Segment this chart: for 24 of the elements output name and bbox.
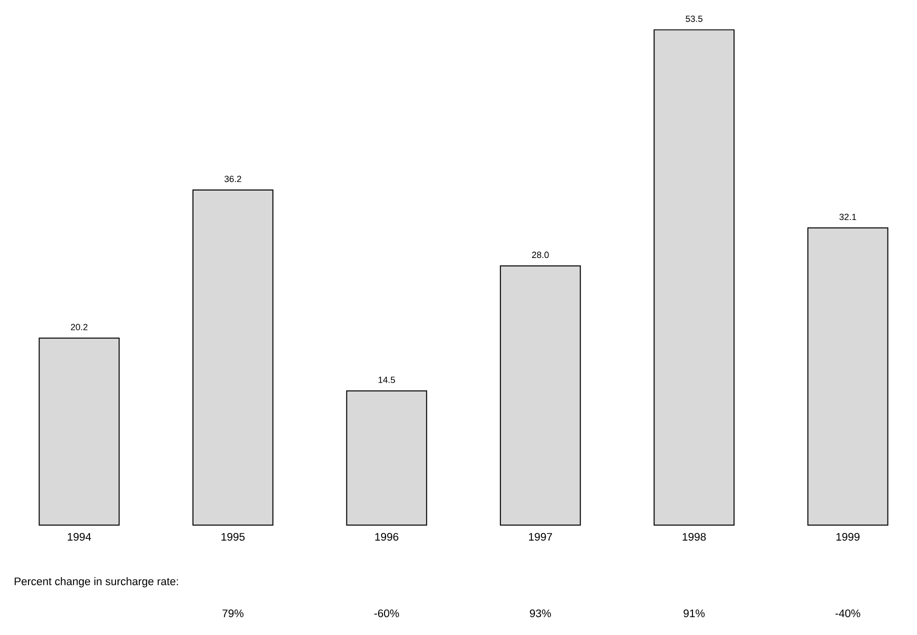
data-label: 36.2 [224, 176, 242, 182]
text: Percent change in surcharge rate: [14, 577, 178, 588]
data-label: 32.1 [839, 214, 856, 220]
bar [500, 265, 581, 526]
x-tick-label: 1997 [529, 532, 552, 541]
text: -60% [374, 609, 400, 618]
data-label: 28.0 [532, 252, 549, 258]
text: 91% [684, 609, 705, 618]
bar [346, 390, 428, 526]
text: -40% [836, 609, 860, 618]
x-tick-label: 1998 [682, 532, 706, 541]
bar [38, 338, 120, 526]
text: 79% [222, 609, 244, 618]
data-label: 14.5 [378, 376, 395, 383]
bar [807, 227, 888, 526]
bar [654, 29, 735, 526]
data-label: 20.2 [70, 324, 88, 330]
x-tick-label: 1999 [836, 532, 860, 541]
data-label: 53.5 [686, 16, 702, 22]
x-tick-label: 1994 [68, 532, 92, 541]
x-tick-label: 1996 [375, 532, 398, 541]
text: 93% [530, 609, 551, 618]
bar [192, 189, 274, 526]
x-tick-label: 1995 [222, 532, 245, 541]
